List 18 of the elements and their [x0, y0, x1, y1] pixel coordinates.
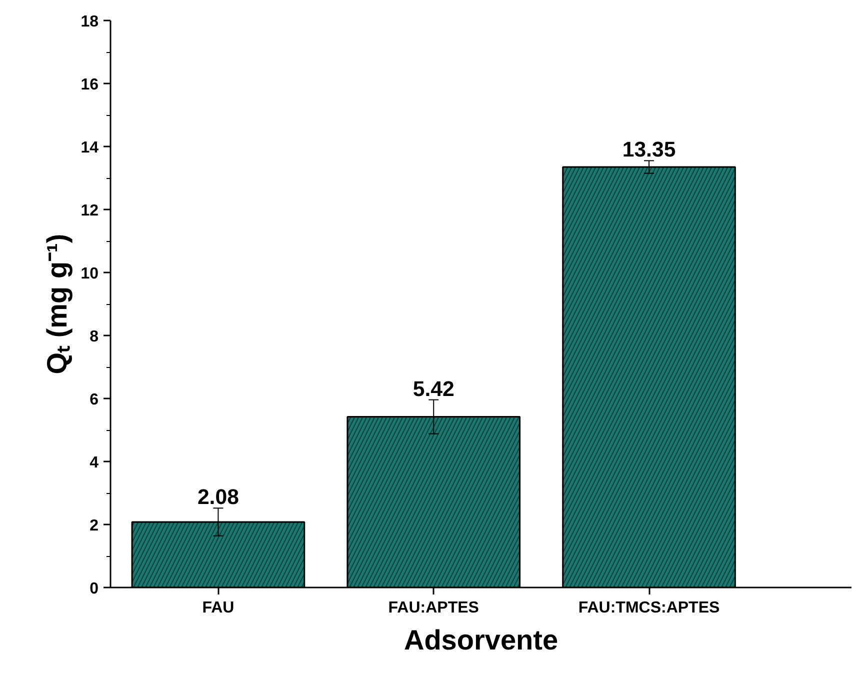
y-tick-label: 2	[90, 518, 99, 534]
y-tick-label: 14	[80, 140, 99, 156]
x-tick-label: FAU:TMCS:APTES	[578, 600, 720, 616]
data-label: 13.35	[622, 138, 676, 162]
y-tick-label: 4	[90, 454, 99, 472]
x-axis-title: Adsorvente	[404, 624, 558, 656]
x-tick-label: FAU:APTES	[388, 600, 480, 616]
x-tick-label: FAU	[202, 600, 234, 616]
y-tick-label: 0	[90, 580, 99, 598]
y-tick-label: 8	[90, 328, 99, 346]
data-label: 2.08	[197, 485, 240, 510]
y-tick-label: 6	[90, 392, 99, 408]
y-tick-label: 12	[80, 202, 99, 220]
y-tick-label: 18	[80, 14, 99, 30]
y-axis-title: Qₜ (mg g⁻¹)	[42, 234, 73, 374]
y-tick-label: 16	[80, 76, 99, 94]
data-label: 5.42	[412, 376, 454, 401]
y-tick-label: 10	[80, 266, 99, 282]
